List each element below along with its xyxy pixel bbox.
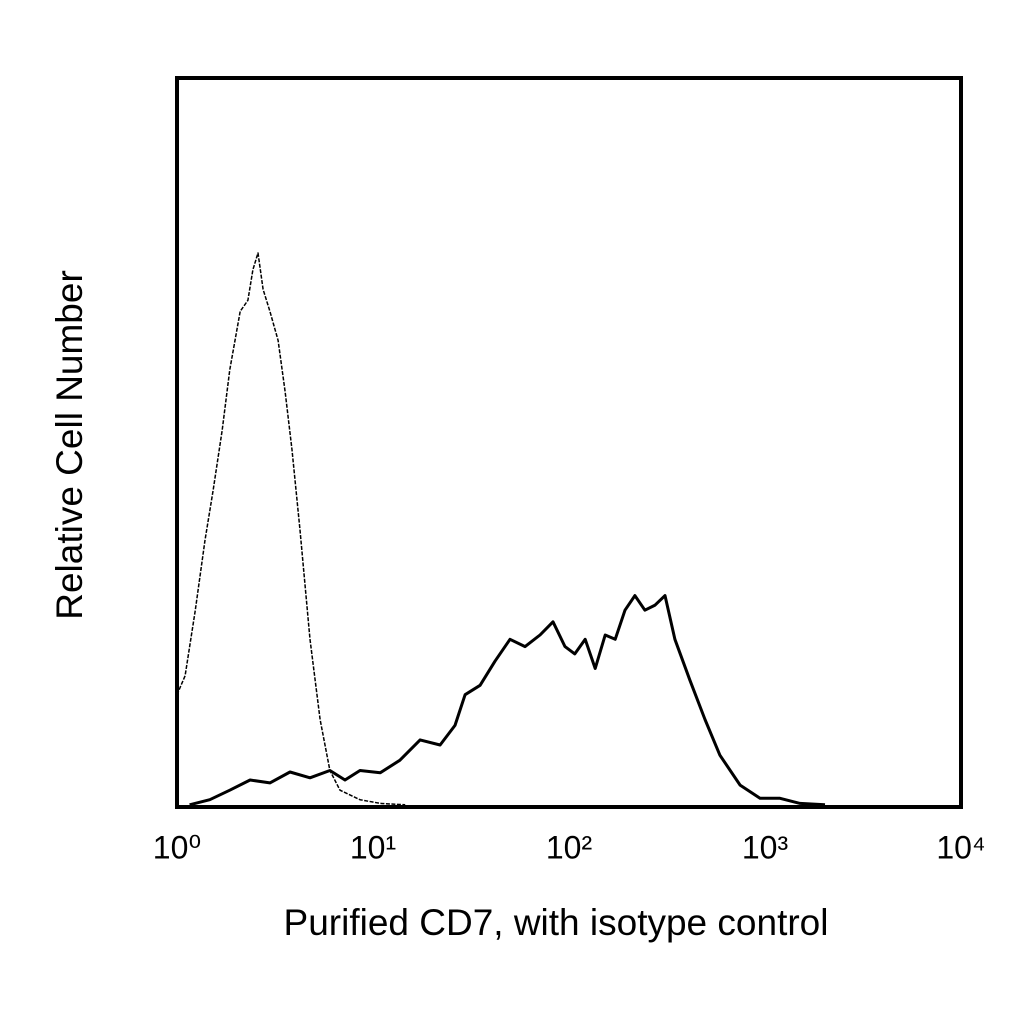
x-tick-label: 10¹	[350, 829, 396, 865]
y-axis-label: Relative Cell Number	[49, 270, 90, 620]
histogram-line	[176, 252, 406, 806]
x-tick-label: 10³	[742, 829, 789, 865]
plot-frame	[175, 76, 963, 809]
x-axis-label: Purified CD7, with isotype control	[284, 902, 829, 943]
x-tick-label: 10⁴	[936, 829, 985, 865]
histogram-line	[189, 594, 826, 807]
x-tick-label: 10²	[546, 829, 593, 865]
x-tick-label: 10⁰	[153, 829, 201, 865]
